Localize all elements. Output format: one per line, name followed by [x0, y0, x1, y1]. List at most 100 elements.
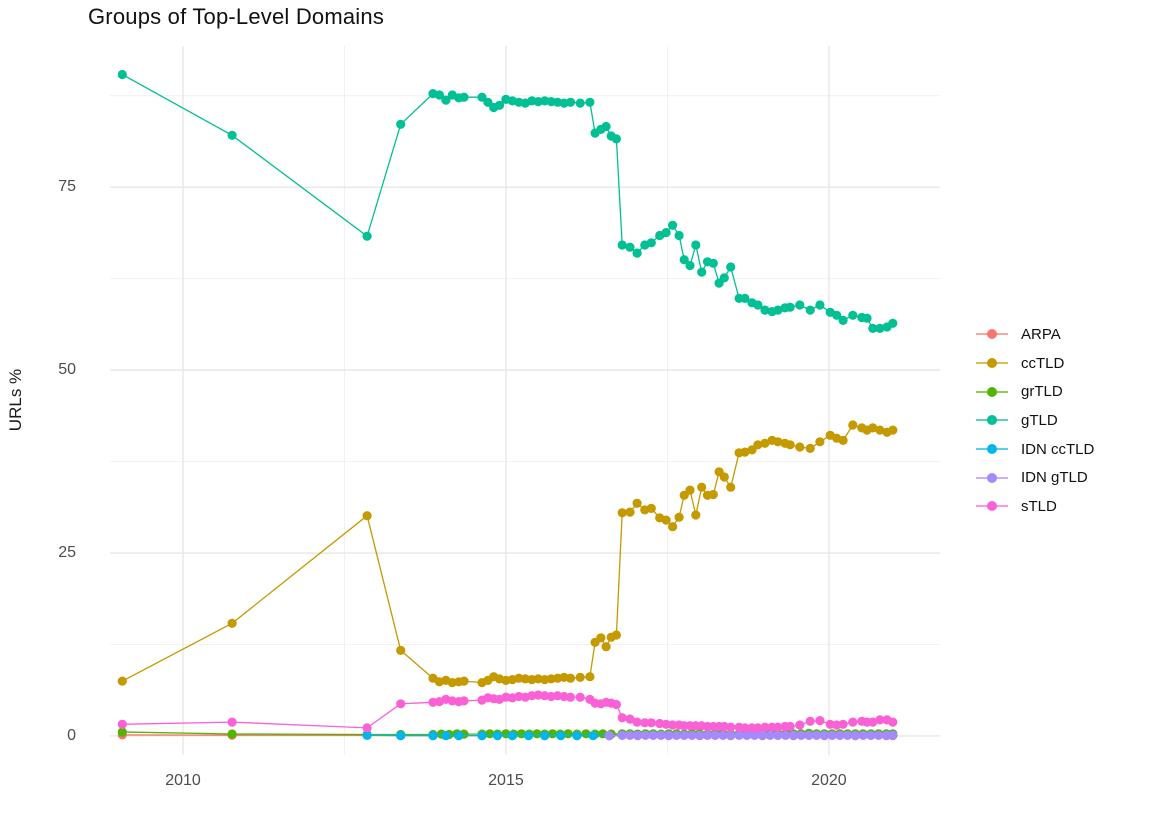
- data-point-sTLD: [785, 721, 795, 732]
- legend-item-IDN-ccTLD: IDN ccTLD: [976, 435, 1094, 464]
- legend-item-IDN-gTLD: IDN gTLD: [976, 463, 1094, 492]
- chart-title: Groups of Top-Level Domains: [88, 4, 385, 29]
- data-point-sTLD: [227, 717, 237, 727]
- y-tick-label: 0: [67, 726, 76, 744]
- data-point-sTLD: [838, 719, 848, 729]
- data-point-ccTLD: [753, 440, 763, 450]
- data-point-gTLD: [679, 255, 689, 265]
- data-point-ccTLD: [760, 438, 770, 448]
- data-point-gTLD: [708, 258, 718, 268]
- data-point-IDN-gTLD: [718, 730, 728, 741]
- data-point-ccTLD: [868, 423, 878, 433]
- data-point-gTLD: [726, 262, 736, 272]
- data-point-ccTLD: [875, 425, 885, 435]
- data-point-ccTLD: [888, 425, 898, 435]
- data-point-sTLD: [396, 699, 406, 709]
- data-point-gTLD: [617, 240, 627, 250]
- data-point-IDN-ccTLD: [441, 731, 451, 741]
- data-point-IDN-gTLD: [866, 730, 876, 741]
- data-point-gTLD: [888, 318, 898, 328]
- data-point-gTLD: [632, 248, 642, 258]
- y-tick-label: 50: [58, 361, 76, 379]
- data-point-gTLD: [848, 310, 858, 320]
- data-point-gTLD: [611, 134, 622, 144]
- data-point-IDN-ccTLD: [524, 731, 534, 741]
- data-point-gTLD: [691, 240, 701, 250]
- data-point-ccTLD: [785, 440, 795, 450]
- data-point-gTLD: [838, 315, 848, 325]
- data-point-IDN-gTLD: [625, 730, 635, 741]
- data-point-IDN-ccTLD: [454, 731, 464, 741]
- legend-key-icon: [976, 358, 1008, 369]
- data-point-gTLD: [396, 119, 406, 129]
- legend-key-icon: [976, 444, 1008, 455]
- data-point-IDN-gTLD: [765, 730, 775, 741]
- data-point-sTLD: [611, 699, 622, 710]
- y-tick-label: 75: [58, 178, 76, 196]
- series-gTLD: [117, 69, 898, 333]
- legend-item-gTLD: gTLD: [976, 406, 1094, 435]
- data-point-ccTLD: [708, 489, 718, 500]
- legend-key-icon: [976, 415, 1008, 426]
- data-point-IDN-gTLD: [671, 730, 682, 741]
- data-point-IDN-gTLD: [702, 730, 713, 741]
- legend-item-grTLD: grTLD: [976, 377, 1094, 406]
- data-point-IDN-gTLD: [617, 730, 627, 741]
- data-point-gTLD: [795, 300, 805, 310]
- data-point-IDN-gTLD: [850, 730, 861, 741]
- data-point-ccTLD: [838, 435, 848, 445]
- data-point-ccTLD: [585, 672, 595, 682]
- data-point-gTLD: [697, 267, 707, 277]
- data-point-IDN-gTLD: [827, 730, 837, 741]
- data-point-ccTLD: [795, 442, 805, 452]
- data-point-ccTLD: [697, 482, 707, 492]
- data-point-ccTLD: [459, 676, 469, 686]
- data-point-gTLD: [565, 97, 576, 107]
- data-point-gTLD: [740, 293, 750, 303]
- data-point-IDN-gTLD: [812, 730, 822, 741]
- data-point-IDN-gTLD: [687, 730, 697, 741]
- data-point-ccTLD: [596, 633, 606, 643]
- data-point-ccTLD: [575, 672, 585, 683]
- legend-key-icon: [976, 472, 1008, 483]
- data-point-IDN-gTLD: [604, 731, 614, 741]
- series-line-gTLD: [121, 73, 894, 330]
- data-point-ccTLD: [815, 437, 825, 447]
- data-point-IDN-gTLD: [656, 730, 666, 741]
- data-point-ccTLD: [565, 673, 576, 683]
- data-point-sTLD: [646, 718, 656, 728]
- data-point-IDN-gTLD: [888, 730, 898, 740]
- data-point-sTLD: [726, 722, 736, 732]
- data-point-sTLD: [362, 723, 372, 733]
- data-point-IDN-gTLD: [726, 730, 736, 741]
- data-point-gTLD: [585, 97, 595, 107]
- data-point-IDN-gTLD: [858, 730, 868, 741]
- data-point-IDN-gTLD: [640, 730, 651, 741]
- data-point-ccTLD: [805, 443, 815, 453]
- data-point-sTLD: [640, 718, 650, 728]
- data-point-ccTLD: [362, 511, 372, 521]
- legend-label: IDN ccTLD: [1021, 440, 1095, 458]
- data-point-ccTLD: [601, 642, 611, 652]
- x-tick-label: 2015: [488, 772, 524, 789]
- data-point-IDN-ccTLD: [396, 731, 406, 741]
- data-point-IDN-gTLD: [742, 730, 752, 741]
- data-point-IDN-ccTLD: [477, 731, 487, 741]
- data-point-gTLD: [601, 121, 611, 132]
- data-point-gTLD: [719, 273, 729, 283]
- data-point-ccTLD: [685, 485, 695, 495]
- legend-label: gTLD: [1021, 411, 1058, 429]
- data-point-ccTLD: [740, 447, 750, 457]
- legend-label: ccTLD: [1021, 354, 1065, 372]
- data-point-gTLD: [868, 323, 878, 333]
- data-point-IDN-gTLD: [843, 730, 853, 741]
- data-point-ccTLD: [646, 503, 656, 513]
- data-point-ccTLD: [726, 482, 736, 492]
- data-point-gTLD: [434, 90, 444, 100]
- data-point-gTLD: [815, 300, 825, 310]
- data-point-gTLD: [362, 231, 372, 241]
- data-point-IDN-ccTLD: [588, 731, 598, 741]
- data-point-ccTLD: [691, 510, 701, 520]
- data-point-sTLD: [668, 720, 678, 730]
